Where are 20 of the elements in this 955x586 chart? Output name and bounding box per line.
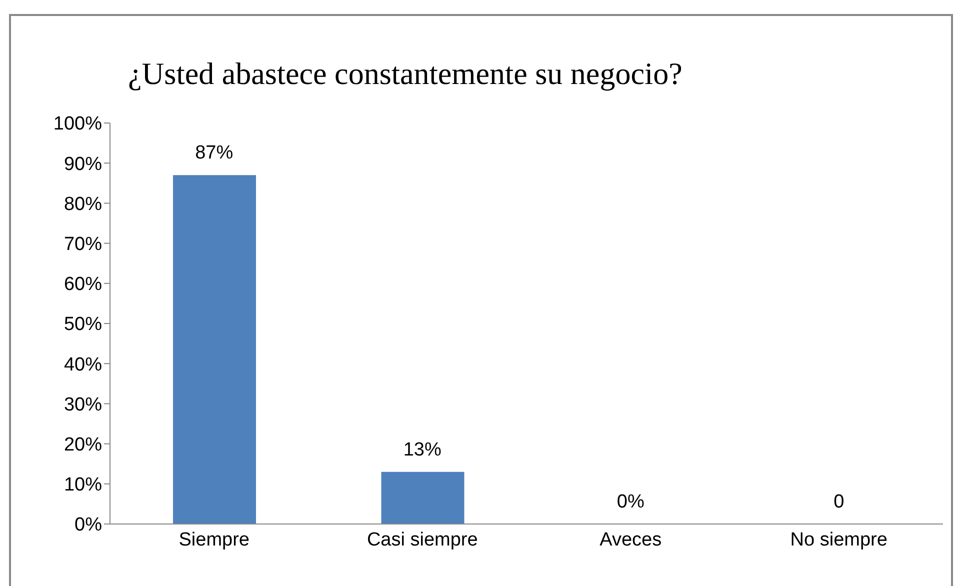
x-tick-label: No siempre (790, 529, 888, 550)
y-tick-label: 100% (53, 114, 102, 135)
y-tick-label: 80% (64, 194, 102, 215)
x-tick-label: Aveces (600, 529, 662, 550)
y-tick-label: 70% (64, 234, 102, 256)
y-tick-label: 50% (64, 314, 102, 336)
y-tick-label: 10% (64, 474, 102, 496)
x-tick-label: Siempre (178, 529, 250, 550)
data-label: 87% (195, 142, 234, 164)
data-label: 13% (403, 439, 442, 460)
y-tick-label: 40% (64, 354, 102, 376)
y-tick-label: 0% (74, 514, 102, 536)
data-label: 0 (834, 491, 844, 512)
chart-title: ¿Usted abastece constantemente su negocio? (128, 56, 682, 92)
y-tick-label: 30% (64, 394, 102, 416)
y-tick-label: 60% (64, 274, 102, 296)
y-tick-label: 20% (64, 434, 102, 456)
y-tick-label: 90% (64, 154, 102, 175)
data-label: 0% (616, 491, 644, 512)
x-tick-label: Casi siempre (366, 529, 478, 550)
